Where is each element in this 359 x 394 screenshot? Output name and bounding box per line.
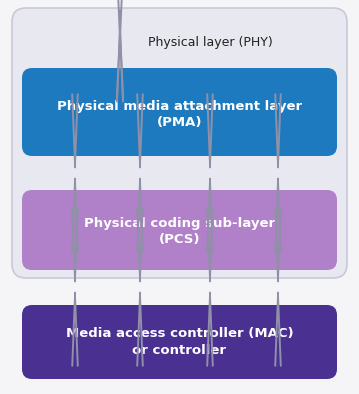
Text: (PCS): (PCS) [159, 232, 200, 245]
FancyBboxPatch shape [22, 190, 337, 270]
Text: Media access controller (MAC): Media access controller (MAC) [66, 327, 293, 340]
Text: Physical media attachment layer: Physical media attachment layer [57, 100, 302, 113]
FancyBboxPatch shape [12, 8, 347, 278]
FancyBboxPatch shape [22, 68, 337, 156]
Text: Physical layer (PHY): Physical layer (PHY) [148, 35, 272, 48]
Text: or controller: or controller [132, 344, 227, 357]
Text: (PMA): (PMA) [157, 115, 202, 128]
Text: Physical coding sub-layer: Physical coding sub-layer [84, 216, 275, 229]
FancyBboxPatch shape [22, 305, 337, 379]
